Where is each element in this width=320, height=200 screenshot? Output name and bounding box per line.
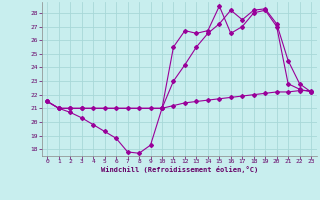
X-axis label: Windchill (Refroidissement éolien,°C): Windchill (Refroidissement éolien,°C) bbox=[100, 166, 258, 173]
